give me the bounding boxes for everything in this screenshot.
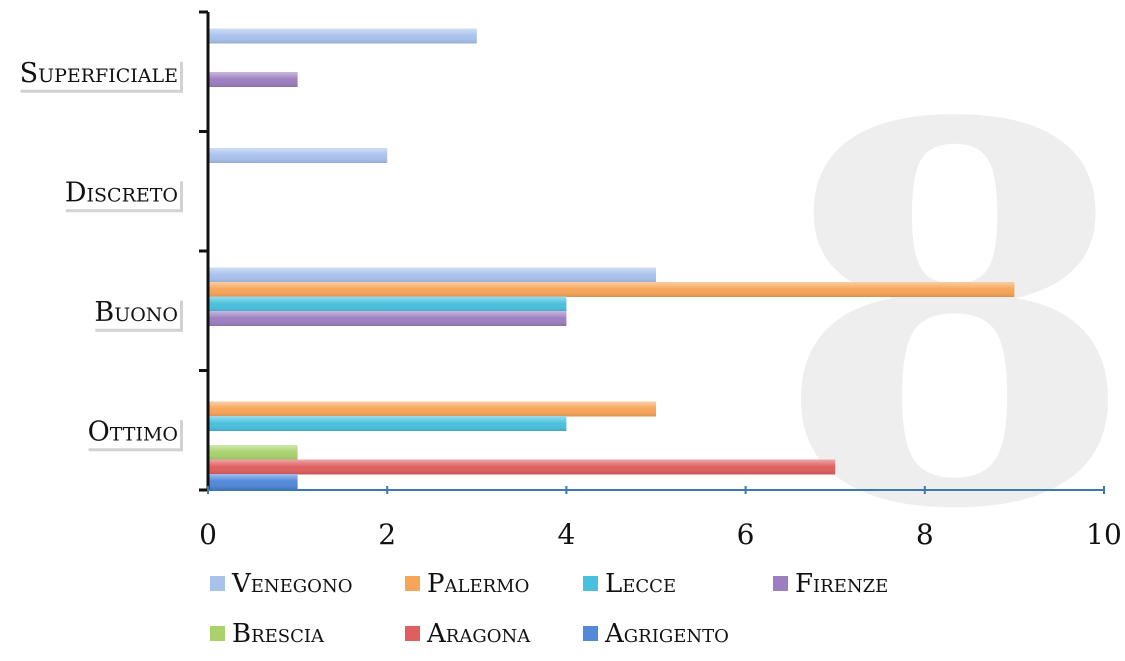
- legend-item-lecce: Lecce: [583, 569, 676, 599]
- x-tick-label: 10: [1086, 518, 1122, 551]
- x-tick-labels: 0 2 4 6 8 10: [199, 486, 1122, 551]
- legend-label: Brescia: [232, 619, 325, 649]
- category-label-text: Superficiale: [20, 58, 178, 89]
- legend-swatch: [210, 626, 225, 641]
- axes-group: [199, 10, 1104, 492]
- legend-swatch: [405, 576, 420, 591]
- x-tick-label: 4: [557, 518, 575, 551]
- legend: Venegono Palermo Lecce Firenze Brescia Aragon…: [210, 569, 888, 649]
- legend-item-agrigento: Agrigento: [583, 619, 729, 649]
- x-tick-label: 6: [737, 518, 755, 551]
- bars-group: [208, 28, 1015, 489]
- category-labels: Ottimo Buono Discreto Superficiale: [17, 58, 183, 452]
- category-label-superficiale: Superficiale: [17, 58, 183, 93]
- legend-label: Aragona: [426, 619, 531, 649]
- category-label-discreto: Discreto: [62, 177, 183, 213]
- legend-swatch: [773, 576, 788, 591]
- watermark-number: 8: [774, 12, 1125, 623]
- category-label-text: Discreto: [65, 177, 178, 208]
- legend-label: Firenze: [795, 569, 888, 599]
- category-label-ottimo: Ottimo: [85, 416, 183, 452]
- category-label-text: Buono: [94, 297, 178, 328]
- legend-swatch: [583, 576, 598, 591]
- legend-label: Agrigento: [604, 619, 729, 649]
- legend-label: Palermo: [427, 569, 529, 599]
- legend-item-aragona: Aragona: [405, 619, 531, 649]
- legend-label: Venegono: [231, 569, 352, 599]
- legend-item-venegono: Venegono: [210, 569, 352, 599]
- legend-swatch: [210, 576, 225, 591]
- legend-item-firenze: Firenze: [773, 569, 888, 599]
- legend-label: Lecce: [605, 569, 676, 599]
- legend-item-brescia: Brescia: [210, 619, 325, 649]
- x-tick-label: 0: [199, 518, 217, 551]
- legend-swatch: [405, 626, 420, 641]
- category-label-buono: Buono: [92, 297, 183, 332]
- category-label-text: Ottimo: [88, 416, 178, 447]
- x-tick-label: 8: [916, 518, 934, 551]
- legend-item-palermo: Palermo: [405, 569, 529, 599]
- x-tick-label: 2: [378, 518, 396, 551]
- legend-swatch: [583, 626, 598, 641]
